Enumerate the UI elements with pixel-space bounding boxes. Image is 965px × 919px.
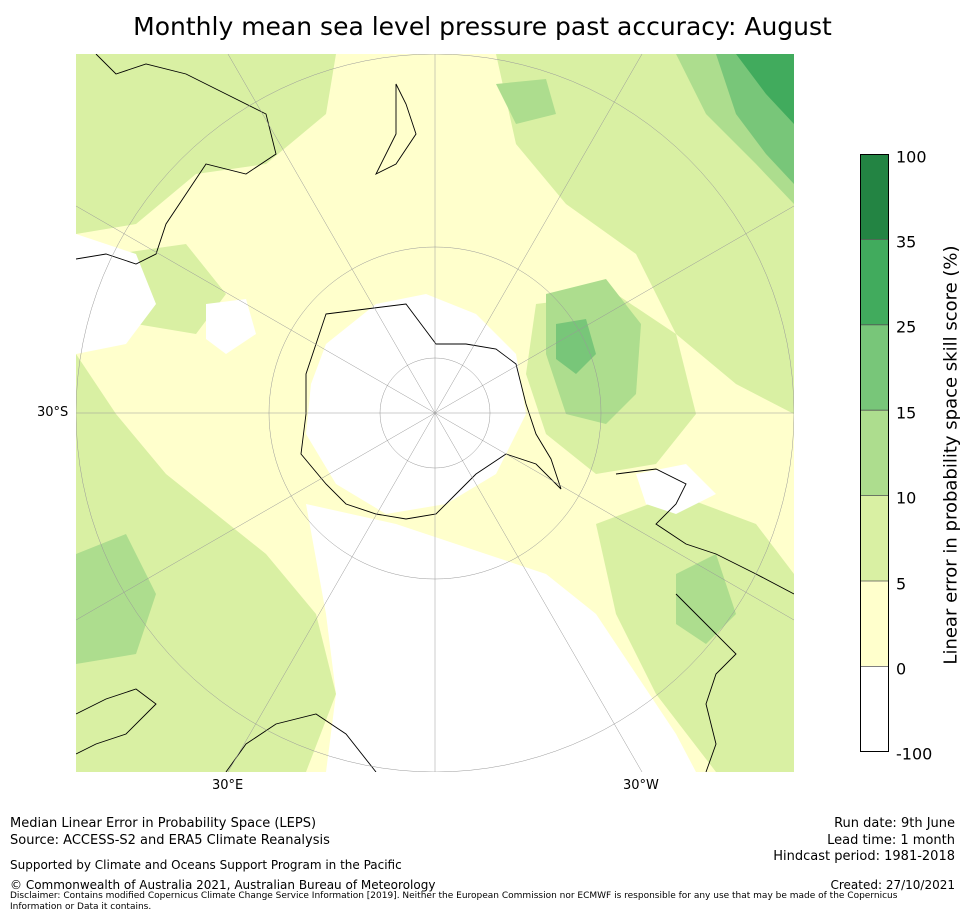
skill-shading-below-0 [76,234,716,772]
colorbar-tick-35: 35 [896,232,917,252]
colorbar-tick-10: 10 [896,488,917,508]
footer-created: Created: 27/10/2021 [830,878,955,892]
footer-lead-time: Lead time: 1 month [827,833,955,848]
lat-label-30s: 30°S [37,405,69,420]
colorbar-tick-0: 0 [896,659,907,679]
page-title: Monthly mean sea level pressure past acc… [133,12,832,41]
colorbar-swatch-10-5 [860,495,889,581]
footer-disclaimer: Disclaimer: Contains modified Copernicus… [10,891,898,912]
lon-label-30w: 30°W [623,778,659,793]
colorbar-tick-25: 25 [896,317,917,337]
lon-label-30e: 30°E [212,778,244,793]
colorbar-tick-5: 5 [896,574,907,594]
colorbar-swatch-25-15 [860,324,889,411]
antarctica-outline [300,303,562,520]
footer-hindcast: Hindcast period: 1981-2018 [773,849,955,864]
colorbar-tick-neg100: -100 [896,744,933,764]
colorbar-swatch-5-0 [860,581,889,667]
footer-method: Median Linear Error in Probability Space… [10,816,317,831]
footer-source: Source: ACCESS-S2 and ERA5 Climate Reana… [10,833,330,848]
colorbar-tick-15: 15 [896,403,917,423]
graticule [76,54,794,772]
colorbar-swatch-35-25 [860,239,889,325]
footer-run-date: Run date: 9th June [834,816,955,831]
colorbar-label: Linear error in probability space skill … [940,245,962,665]
colorbar-swatch-15-10 [860,410,889,496]
colorbar-swatch-0-neg100 [860,666,889,752]
colorbar [860,154,889,752]
continent-outlines [76,54,794,772]
colorbar-swatch-100-35 [860,154,889,240]
footer-copyright: © Commonwealth of Australia 2021, Austra… [10,878,436,892]
colorbar-tick-100: 100 [896,147,927,167]
footer-support: Supported by Climate and Oceans Support … [10,858,402,872]
skill-score-map [76,54,794,772]
skill-shading-25-35 [736,54,794,124]
